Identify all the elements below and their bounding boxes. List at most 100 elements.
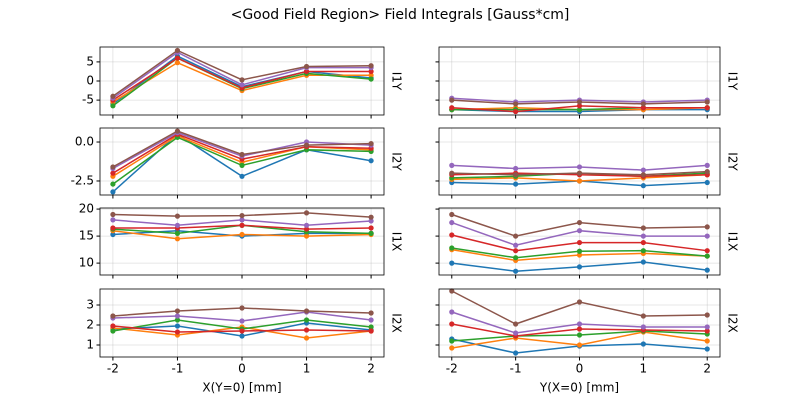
data-point xyxy=(513,242,519,248)
data-point xyxy=(640,341,646,347)
data-point xyxy=(576,228,583,234)
data-point xyxy=(368,218,374,224)
data-point xyxy=(576,107,583,113)
data-point xyxy=(174,236,181,242)
data-point xyxy=(303,210,310,216)
data-point xyxy=(174,317,181,323)
data-point xyxy=(303,222,310,228)
data-point xyxy=(174,55,181,61)
data-point xyxy=(174,222,181,228)
data-point xyxy=(368,63,374,69)
data-point xyxy=(449,105,455,111)
panel: 10 15 20 xyxy=(79,202,384,279)
data-point xyxy=(174,329,181,335)
data-point xyxy=(576,239,583,246)
data-point xyxy=(303,142,310,148)
data-point xyxy=(704,338,710,344)
data-point xyxy=(110,225,116,231)
data-point xyxy=(239,162,245,168)
data-point xyxy=(576,342,583,348)
axes-frame xyxy=(99,46,385,116)
data-point xyxy=(513,181,519,187)
panel: -5 0 5 xyxy=(82,47,384,119)
data-point xyxy=(239,212,245,219)
data-point xyxy=(239,318,245,324)
y-tick-label: 1 xyxy=(86,338,94,352)
x-tick-label: -1 xyxy=(510,362,522,376)
y-tick-label: 15 xyxy=(79,229,94,243)
data-point xyxy=(576,252,583,258)
data-point xyxy=(303,335,310,341)
data-point xyxy=(704,267,710,273)
data-point xyxy=(513,330,519,336)
data-point xyxy=(576,170,583,176)
axes-frame xyxy=(99,288,385,358)
data-point xyxy=(303,308,310,314)
data-point xyxy=(640,313,646,319)
axes-frame xyxy=(438,288,721,358)
data-point xyxy=(110,211,116,218)
data-point xyxy=(576,264,583,270)
data-point xyxy=(368,328,374,334)
data-point xyxy=(449,260,455,266)
axes-frame xyxy=(438,46,721,116)
y-tick-label: 0.0 xyxy=(75,135,94,149)
axes-frame xyxy=(438,127,721,196)
data-point xyxy=(640,167,646,173)
data-point xyxy=(174,230,181,236)
data-point xyxy=(303,317,310,323)
data-point xyxy=(110,313,116,319)
data-point xyxy=(513,108,519,115)
x-tick-label: 2 xyxy=(703,362,711,376)
data-point xyxy=(640,239,646,246)
data-point xyxy=(368,225,374,231)
data-point xyxy=(576,219,583,226)
data-point xyxy=(239,231,245,238)
data-point xyxy=(449,245,455,251)
data-point xyxy=(704,312,710,318)
data-point xyxy=(174,323,181,329)
data-point xyxy=(449,338,455,344)
data-point xyxy=(513,165,519,172)
data-point xyxy=(704,253,710,259)
data-point xyxy=(239,82,245,88)
data-point xyxy=(513,268,519,274)
data-point xyxy=(640,233,646,239)
data-point xyxy=(513,233,519,239)
data-point xyxy=(449,345,455,351)
data-point xyxy=(704,179,710,186)
data-point xyxy=(576,248,583,254)
figure-title: <Good Field Region> Field Integrals [Gau… xyxy=(231,7,570,23)
data-point xyxy=(174,128,181,134)
data-point xyxy=(239,328,245,334)
data-point xyxy=(239,305,245,311)
data-point xyxy=(110,181,116,187)
data-point xyxy=(303,68,310,75)
data-point xyxy=(368,310,374,316)
y-tick-label: 3 xyxy=(86,298,94,312)
data-point xyxy=(303,226,310,232)
data-point xyxy=(513,101,519,107)
data-point xyxy=(513,350,519,356)
data-point xyxy=(110,170,116,176)
y-tick-label: 10 xyxy=(79,256,94,270)
data-point xyxy=(239,222,245,228)
x-tick-label: -2 xyxy=(446,362,458,376)
data-point xyxy=(449,321,455,327)
data-point xyxy=(110,93,116,99)
data-point xyxy=(640,324,646,330)
data-point xyxy=(704,169,710,175)
axes-frame xyxy=(438,207,721,276)
axes-frame xyxy=(99,207,385,276)
data-point xyxy=(110,103,116,109)
data-point xyxy=(704,224,710,230)
data-point xyxy=(704,233,710,239)
y-tick-label: 5 xyxy=(86,54,94,68)
x-tick-label: 0 xyxy=(576,362,584,376)
data-point xyxy=(640,101,646,107)
panel xyxy=(435,128,720,199)
data-point xyxy=(576,103,583,109)
data-point xyxy=(368,140,374,147)
data-point xyxy=(110,164,116,170)
